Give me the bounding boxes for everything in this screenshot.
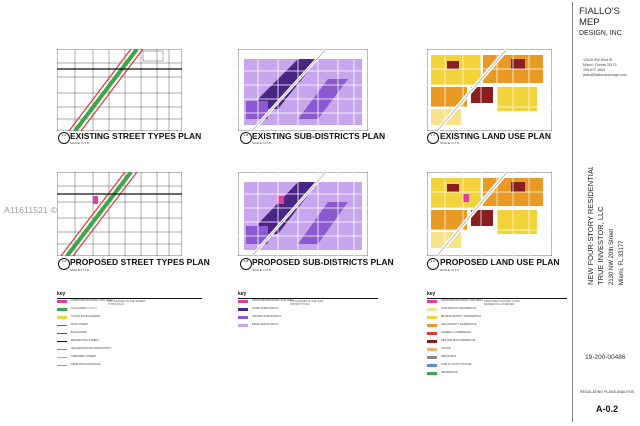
firm-address: 13010 SW 83rd St Miami, Florida 33173 30… bbox=[583, 58, 639, 78]
map-proposed-land-use bbox=[427, 172, 552, 256]
panel-scale: SCALE: N.T.S. bbox=[252, 268, 272, 272]
map-existing-street-types bbox=[57, 49, 182, 131]
address-line: jfallo@fiallomepdesign.com bbox=[583, 73, 627, 77]
key-heading-sub-districts: key bbox=[238, 291, 378, 299]
map-proposed-street-types bbox=[57, 172, 182, 256]
panel-title-existing-sub-districts: EXISTING SUB-DISTRICTS PLAN bbox=[252, 131, 386, 141]
panel-title-proposed-street-types: PROPOSED STREET TYPES PLAN bbox=[70, 257, 210, 267]
project-title: NEW FOUR-STORY RESIDENTIAL BUILDING TRUE… bbox=[586, 167, 625, 285]
panel-number-1b: 1.B bbox=[240, 132, 252, 144]
title-block: FIALLO'S MEP DESIGN, INC 13010 SW 83rd S… bbox=[572, 2, 639, 422]
address-line: 305.677.1843 bbox=[583, 68, 605, 72]
key-note-sub-districts: NO CHANGES IN THE SUB-DISTRICT PLAN bbox=[290, 300, 324, 307]
sheet-name: REGULATING PLANS ANALYSIS bbox=[580, 390, 634, 394]
project-line4: Miami, FL 33177 bbox=[619, 240, 625, 285]
panel-scale: SCALE: N.T.S. bbox=[440, 268, 460, 272]
map-existing-land-use bbox=[427, 49, 552, 131]
map-proposed-sub-districts bbox=[238, 172, 368, 256]
panel-number-2a: 2.A bbox=[58, 258, 70, 270]
project-line2: TRUE INVESTOR, LLC bbox=[596, 206, 605, 285]
firm-name-line1: FIALLO'S bbox=[579, 6, 620, 17]
project-line3: 2130 NW 20th Street bbox=[609, 229, 615, 285]
panel-scale: SCALE: N.T.S. bbox=[70, 141, 90, 145]
panel-title-proposed-sub-districts: PROPOSED SUB-DISTRICTS PLAN bbox=[252, 257, 394, 267]
key-heading-streets: key bbox=[57, 291, 202, 299]
address-line: Miami, Florida 33173 bbox=[583, 63, 617, 67]
map-existing-sub-districts bbox=[238, 49, 368, 131]
panel-title-proposed-land-use: PROPOSED LAND USE PLAN bbox=[440, 257, 560, 267]
panel-number-2b: 2.B bbox=[240, 258, 252, 270]
watermark: A11611521 © Miami bbox=[4, 205, 84, 215]
address-line: 13010 SW 83rd St bbox=[583, 58, 613, 62]
panel-scale: SCALE: N.T.S. bbox=[440, 141, 460, 145]
key-heading-land-use: key bbox=[427, 291, 567, 299]
permit-number: 19-200-00486 bbox=[585, 354, 626, 361]
panel-scale: SCALE: N.T.S. bbox=[252, 141, 272, 145]
firm-name-line3: DESIGN, INC bbox=[579, 30, 622, 37]
sheet-number: A-0.2 bbox=[595, 404, 618, 414]
panel-number-2c: 2.C bbox=[427, 258, 439, 270]
project-line1: NEW FOUR-STORY RESIDENTIAL BUILDING bbox=[586, 167, 595, 285]
panel-number-1c: 1.C bbox=[427, 132, 439, 144]
key-note-streets: NO CHANGES IN THE STREET TYPES PLAN bbox=[108, 300, 146, 307]
panel-scale: SCALE: N.T.S. bbox=[70, 268, 90, 272]
panel-title-existing-street-types: EXISTING STREET TYPES PLAN bbox=[70, 131, 202, 141]
firm-name-line2: MEP bbox=[579, 17, 600, 28]
panel-number-1a: 1.A bbox=[58, 132, 70, 144]
key-note-land-use: PROPOSED CHANGE TO RM RESIDENTIAL MODIFI… bbox=[484, 300, 520, 307]
panel-title-existing-land-use: EXISTING LAND USE PLAN bbox=[440, 131, 551, 141]
firm-name: FIALLO'S MEP DESIGN, INC bbox=[579, 6, 639, 38]
